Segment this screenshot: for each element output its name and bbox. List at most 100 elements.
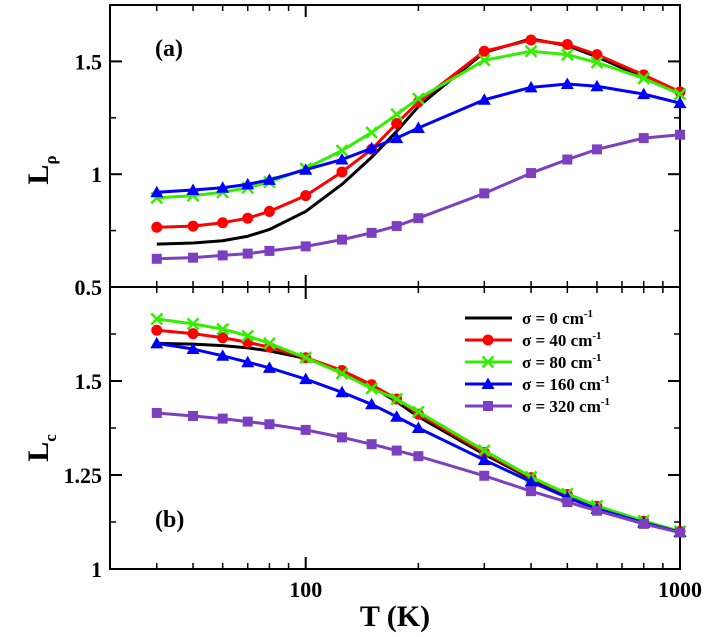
data-point	[525, 34, 537, 46]
legend-label: σ = 80 cm-1	[522, 352, 602, 372]
data-point	[591, 49, 603, 61]
y-tick-label: 1.5	[75, 369, 103, 394]
data-point	[217, 217, 229, 229]
data-point	[335, 367, 349, 380]
data-point	[411, 421, 425, 433]
data-point	[187, 220, 199, 232]
data-point	[637, 71, 651, 85]
data-point	[391, 221, 402, 232]
series-line	[156, 49, 681, 200]
data-point	[241, 177, 255, 190]
y-tick-label: 1	[91, 162, 102, 187]
panel-b-ylabel-main: L	[22, 442, 55, 462]
data-point	[242, 416, 253, 427]
data-point	[366, 439, 377, 450]
data-point	[216, 349, 230, 361]
legend-label: σ = 160 cm-1	[522, 374, 610, 394]
y-tick-label: 1	[91, 557, 102, 582]
y-tick-label: 1.25	[64, 463, 103, 488]
data-point	[637, 87, 651, 100]
data-point	[479, 470, 490, 481]
data-point	[151, 407, 162, 418]
ticks-layer: 0.5 1 1.5 100 1000 1 1.25 1.5	[64, 4, 702, 602]
data-point	[478, 45, 490, 57]
data-point	[482, 334, 494, 346]
data-point	[151, 324, 163, 336]
panel-b-ylabel-sub: c	[41, 434, 60, 442]
legend-entry: σ = 80 cm-1	[465, 352, 602, 372]
legend: σ = 0 cm-1σ = 40 cm-1σ = 80 cm-1σ = 160 …	[465, 308, 610, 416]
data-point	[262, 361, 276, 373]
legend-entry: σ = 40 cm-1	[465, 330, 602, 350]
data-point	[188, 252, 199, 263]
data-point	[336, 166, 348, 178]
series-line	[156, 341, 681, 534]
data-point	[562, 497, 573, 508]
data-point	[524, 44, 538, 58]
data-point	[526, 168, 537, 179]
data-point	[336, 432, 347, 443]
data-point	[150, 185, 164, 198]
series-line	[156, 411, 681, 534]
data-point	[300, 241, 311, 252]
data-point	[477, 453, 491, 465]
data-point	[638, 518, 649, 529]
panel-a-tag: (a)	[155, 36, 183, 62]
data-point	[150, 312, 164, 326]
data-point	[481, 377, 495, 389]
data-point	[390, 392, 404, 406]
data-point	[524, 80, 538, 93]
data-point	[390, 131, 404, 144]
x-tick-label: 1000	[658, 577, 702, 602]
data-point	[675, 129, 685, 140]
data-point	[391, 117, 403, 129]
data-point	[477, 444, 491, 457]
data-point	[590, 79, 604, 92]
data-point	[151, 253, 162, 264]
panel-a-ylabel-main: L	[22, 165, 55, 185]
data-point	[241, 329, 255, 343]
data-point	[560, 77, 574, 89]
x-axis-label: T (K)	[360, 600, 430, 633]
data-point	[150, 336, 164, 349]
y-tick-label: 1.5	[75, 49, 103, 74]
data-point	[413, 451, 424, 462]
data-point	[411, 121, 425, 133]
legend-entry: σ = 160 cm-1	[465, 374, 610, 394]
data-point	[675, 527, 685, 538]
data-point	[264, 245, 275, 256]
y-tick-label: 0.5	[75, 275, 103, 300]
data-point	[300, 190, 312, 202]
data-point	[477, 53, 491, 67]
data-point	[242, 212, 254, 224]
series-0-4	[151, 129, 685, 264]
data-point	[526, 486, 537, 497]
data-point	[188, 410, 199, 421]
data-point	[216, 181, 230, 193]
data-point	[673, 96, 687, 109]
data-point	[217, 413, 228, 424]
panel-a-ylabel-sub: ρ	[41, 155, 60, 164]
data-point	[366, 227, 377, 238]
data-point	[562, 154, 573, 165]
series-layer	[150, 34, 687, 538]
data-point	[216, 322, 230, 336]
data-point	[335, 153, 349, 165]
legend-label: σ = 0 cm-1	[522, 308, 593, 328]
data-point	[299, 351, 313, 365]
data-point	[187, 328, 199, 340]
data-point	[477, 93, 491, 105]
data-point	[391, 445, 402, 456]
data-point	[262, 173, 276, 185]
data-point	[186, 342, 200, 355]
data-point	[335, 144, 349, 157]
legend-entry: σ = 320 cm-1	[465, 396, 610, 416]
data-point	[591, 144, 602, 155]
series-line	[156, 133, 681, 261]
series-0-3	[150, 77, 687, 198]
data-point	[299, 372, 313, 385]
data-point	[365, 126, 379, 139]
series-1-3	[150, 336, 687, 538]
panel-a-ylabel: Lρ	[22, 155, 60, 184]
